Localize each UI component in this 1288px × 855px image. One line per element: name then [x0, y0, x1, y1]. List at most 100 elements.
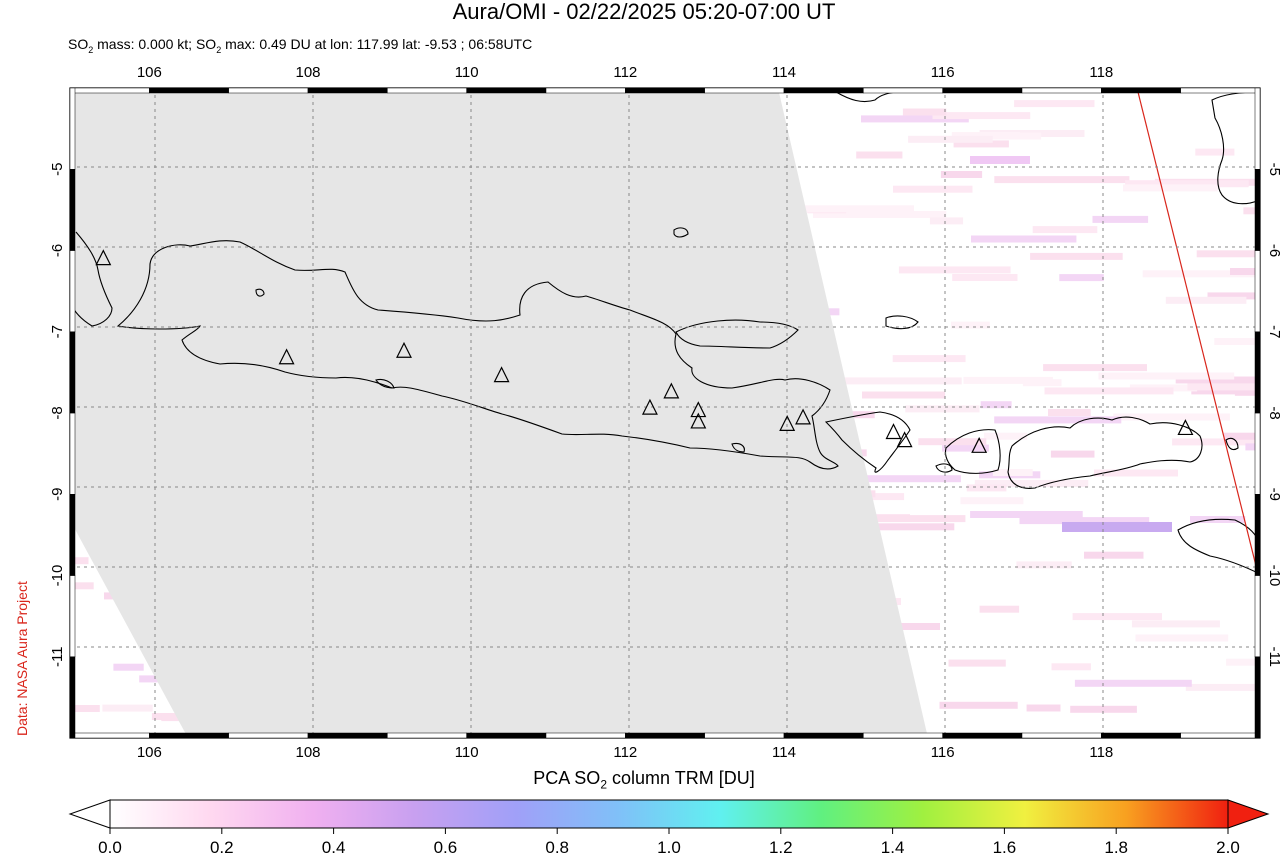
frame-bar-segment	[149, 87, 229, 94]
lat-tick-label: -8	[49, 406, 66, 419]
lat-tick-label: -6	[1266, 244, 1283, 257]
frame-bar-segment	[149, 732, 229, 739]
frame-bar-segment	[1180, 732, 1261, 739]
swath-stripe	[872, 623, 940, 630]
colorbar-title: PCA SO2 column TRM [DU]	[0, 768, 1288, 792]
frame-bar-segment	[783, 87, 864, 94]
coast-java	[116, 240, 839, 470]
swath-stripe	[1207, 292, 1260, 300]
frame-bar-segment	[863, 87, 943, 94]
map-title: Aura/OMI - 02/22/2025 05:20-07:00 UT	[452, 0, 836, 24]
frame-bar-segment	[228, 87, 309, 94]
swath-stripe	[932, 112, 1031, 120]
frame-bar-segment	[387, 732, 467, 739]
colorbar-tick-label: 0.4	[322, 838, 346, 855]
volcano-marker	[641, 398, 658, 415]
swath-stripe	[1014, 100, 1095, 108]
frame-bar-segment	[1254, 575, 1261, 657]
swath-stripe	[974, 479, 1089, 487]
coast-lombok	[944, 429, 1001, 474]
frame-bar-segment	[704, 87, 785, 94]
frame-bar-segment	[1254, 87, 1261, 170]
swath-stripe	[862, 523, 955, 531]
lat-tick-label: -7	[49, 325, 66, 338]
swath-stripe	[979, 605, 1020, 613]
swath-stripe	[994, 416, 1122, 424]
swath-stripe	[1094, 469, 1178, 477]
swath-stripe	[1048, 409, 1091, 416]
swath-stripe	[73, 582, 94, 590]
frame-bar-segment	[863, 732, 943, 739]
colorbar-tick-label: 1.0	[657, 838, 681, 855]
colorbar-tick-label: 1.4	[881, 838, 905, 855]
frame-bar-segment	[1101, 87, 1181, 94]
volcano-marker	[779, 415, 796, 431]
graticule	[70, 88, 1260, 738]
swath-stripe	[824, 377, 962, 385]
subtitle-rest: max: 0.49 DU at lon: 117.99 lat: -9.53 ;…	[221, 36, 533, 52]
swath-stripe	[892, 355, 966, 363]
swath-stripe	[860, 515, 966, 523]
coast-sumba	[1177, 518, 1260, 575]
frame-bar-segment	[1254, 494, 1261, 576]
frame-bar-segment	[1254, 656, 1261, 739]
frame-bar-segment	[69, 494, 76, 576]
volcano-marker	[896, 431, 913, 448]
frame-bar-segment	[1180, 87, 1261, 94]
swath-stripe	[980, 401, 1012, 409]
frame-bar-segment	[1021, 87, 1102, 94]
frame-bar-segment	[307, 87, 388, 94]
swath-stripe	[1142, 270, 1260, 278]
lon-tick-label: 106	[137, 744, 162, 761]
swath-stripe	[1074, 679, 1192, 687]
swath-stripe	[994, 176, 1130, 184]
volcano-marker	[95, 249, 112, 266]
coast-small-7	[1225, 437, 1239, 451]
orbit-edge-line	[1136, 88, 1260, 585]
swath-stripe	[72, 705, 100, 712]
swath-stripe	[1030, 252, 1123, 260]
lat-tick-label: -10	[1266, 565, 1283, 587]
lon-tick-label: 110	[455, 64, 479, 81]
frame-bar-segment	[942, 732, 1023, 739]
swath-stripe	[898, 266, 1011, 274]
swath-stripe	[1165, 296, 1247, 304]
lon-tick-label: 112	[613, 64, 637, 81]
volcano-marker	[690, 412, 707, 429]
colorbar-title-prefix: PCA SO	[533, 768, 601, 788]
swath-stripe	[942, 444, 989, 452]
lat-tick-label: -10	[49, 565, 66, 587]
swath-stripe	[952, 274, 1018, 281]
subtitle-sub: 2	[88, 44, 94, 55]
swath-stripe	[951, 321, 990, 329]
colorbar-tick-labels: 0.0 0.2 0.4 0.6 0.8 1.0 1.2 1.4 1.6 1.8 2.0	[98, 828, 1240, 855]
lat-tick-label: -11	[49, 646, 66, 667]
swath-stripe	[862, 391, 946, 399]
swath-stripe	[992, 469, 1033, 476]
swath-stripe	[1123, 184, 1218, 192]
swath-stripe	[940, 171, 983, 178]
volcano-marker	[493, 366, 510, 383]
swath-stripe	[1131, 620, 1220, 628]
frame-bar-segment	[466, 87, 547, 94]
swath-stripe	[1084, 551, 1144, 559]
colorbar-min-arrow	[68, 799, 111, 829]
frame-bar-segment	[545, 732, 626, 739]
frame-bar-segment	[704, 732, 785, 739]
frame-bar-segment	[307, 732, 388, 739]
colorbar-tick-label: 1.8	[1104, 838, 1128, 855]
swath-stripe	[1243, 207, 1260, 215]
swath-stripe	[908, 135, 993, 143]
frame-bar-segment	[69, 250, 76, 332]
swath-stripe	[905, 405, 980, 413]
swath-stripe	[1092, 215, 1149, 223]
swath-stripe	[1032, 226, 1098, 234]
frame-bar-segment	[625, 87, 705, 94]
frame-bar-segment	[1254, 412, 1261, 495]
swath-stripe	[1113, 413, 1230, 421]
swath-stripe	[1187, 383, 1260, 391]
colorbar-tick-label: 1.2	[769, 838, 793, 855]
lon-tick-label: 106	[137, 64, 162, 81]
swath-stripe	[1214, 338, 1260, 345]
